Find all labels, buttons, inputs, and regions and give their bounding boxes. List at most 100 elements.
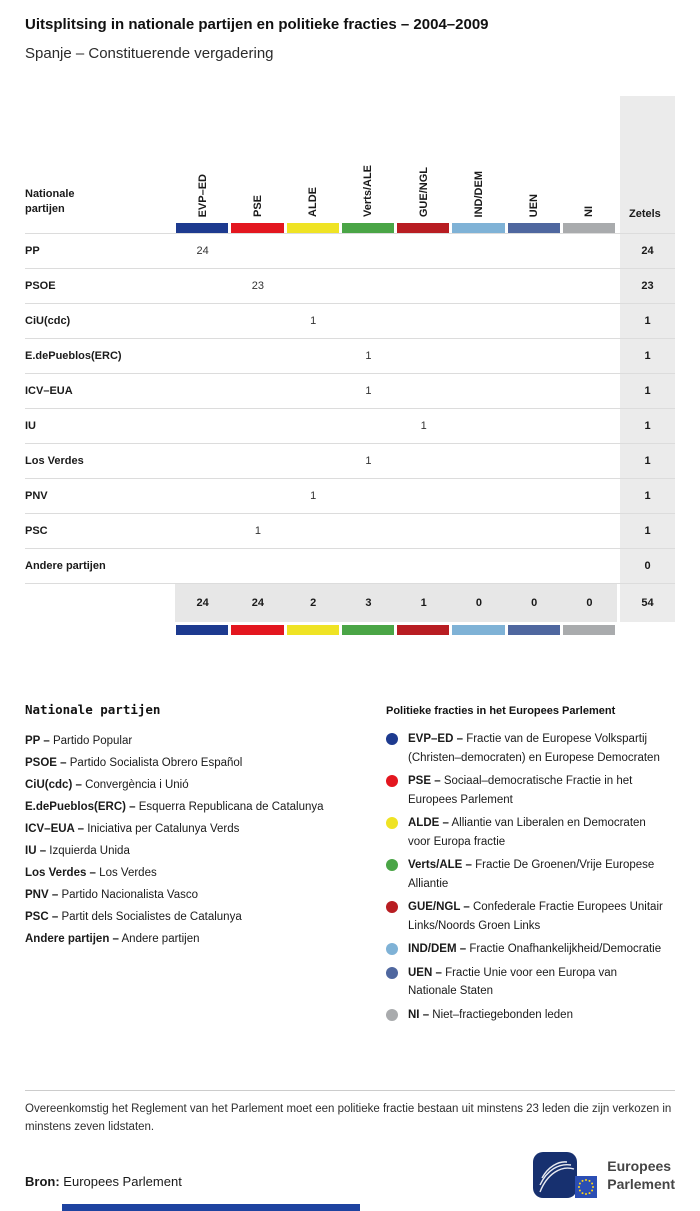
- party-abbr: PNV –: [25, 889, 59, 901]
- column-header-alde: ALDE: [286, 96, 341, 233]
- seat-cell: [451, 269, 506, 303]
- seat-cell: [286, 549, 341, 583]
- seat-cell: [341, 304, 396, 338]
- seat-cell: [507, 514, 562, 548]
- seat-cell: [451, 444, 506, 478]
- seat-cell: 1: [254, 525, 261, 537]
- seat-cell: [396, 549, 451, 583]
- group-legend-item: UEN – Fractie Unie voor een Europa van N…: [386, 964, 675, 1001]
- seat-cell: [562, 444, 617, 478]
- seat-cell: [562, 304, 617, 338]
- party-abbr: PSOE –: [25, 757, 67, 769]
- footer-divider: [25, 1090, 675, 1091]
- party-fullname: Esquerra Republicana de Catalunya: [138, 801, 324, 813]
- party-legend-item: ICV–EUA – Iniciativa per Catalunya Verds: [25, 822, 386, 837]
- bars-right-spacer: [620, 625, 675, 635]
- party-name: IU: [25, 420, 36, 432]
- seat-cell: [341, 514, 396, 548]
- seat-cell: [507, 409, 562, 443]
- seat-cell: 1: [310, 490, 317, 502]
- party-abbr: PSC –: [25, 911, 59, 923]
- party-name: CiU(cdc): [25, 315, 71, 327]
- total-cell: 24: [230, 584, 286, 622]
- party-name: PSC: [25, 525, 48, 537]
- seat-cell: [286, 514, 341, 548]
- party-name: PNV: [25, 490, 48, 502]
- group-color-bar: [286, 223, 339, 233]
- group-abbr: PSE –: [408, 775, 441, 787]
- group-column-label: PSE: [251, 194, 264, 217]
- party-name: E.dePueblos(ERC): [25, 350, 122, 362]
- seats-total-cell: 1: [620, 514, 675, 548]
- group-color-bar: [231, 223, 284, 233]
- party-fullname: Partido Socialista Obrero Español: [69, 757, 243, 769]
- grand-total-cell: 54: [620, 584, 675, 622]
- group-color-bar: [452, 625, 505, 635]
- group-color-bar: [341, 625, 394, 635]
- source-value: Europees Parlement: [63, 1174, 182, 1189]
- seat-cell: [341, 409, 396, 443]
- party-name: Andere partijen: [25, 560, 106, 572]
- column-header-ni: NI: [562, 96, 617, 233]
- seat-cell: [175, 514, 230, 548]
- seat-cell: [507, 234, 562, 268]
- group-legend-item: EVP–ED – Fractie van de Europese Volkspa…: [386, 730, 675, 767]
- seat-cell: [396, 339, 451, 373]
- group-color-dot: [386, 775, 398, 787]
- group-legend-item: ALDE – Alliantie van Liberalen en Democr…: [386, 814, 675, 851]
- group-color-dot: [386, 859, 398, 871]
- seats-total-cell: 1: [620, 409, 675, 443]
- ep-logo-mark: [533, 1152, 598, 1198]
- seat-cell: [286, 374, 341, 408]
- seat-cell: [396, 304, 451, 338]
- page-title: Uitsplitsing in nationale partijen en po…: [25, 16, 489, 33]
- party-abbr: IU –: [25, 845, 47, 857]
- total-cell: 3: [340, 584, 396, 622]
- seat-cell: [175, 269, 230, 303]
- group-color-bar: [562, 223, 615, 233]
- table-row-psc: PSC 1 1: [25, 514, 675, 549]
- party-name: ICV–EUA: [25, 385, 73, 397]
- seat-cell: [175, 339, 230, 373]
- group-fullname: Alliantie van Liberalen en Democraten vo…: [408, 817, 646, 848]
- seat-cell: 1: [420, 420, 427, 432]
- seat-cell: [230, 234, 285, 268]
- seat-cell: 1: [365, 350, 372, 362]
- group-column-label: NI: [583, 206, 596, 217]
- ep-logo-text: Europees Parlement: [607, 1157, 675, 1193]
- group-column-label: GUE/NGL: [417, 166, 430, 217]
- table-row-pnv: PNV 1 1: [25, 479, 675, 514]
- seat-cell: [230, 304, 285, 338]
- party-fullname: Iniciativa per Catalunya Verds: [87, 823, 240, 835]
- group-color-bar: [452, 223, 505, 233]
- group-legend-item: PSE – Sociaal–democratische Fractie in h…: [386, 772, 675, 809]
- table-row-andere-partijen: Andere partijen 0: [25, 549, 675, 584]
- group-color-dot: [386, 943, 398, 955]
- group-abbr: Verts/ALE –: [408, 859, 472, 871]
- seat-cell: [396, 479, 451, 513]
- party-legend-item: Andere partijen – Andere partijen: [25, 932, 386, 947]
- table-row-ciu: CiU(cdc) 1 1: [25, 304, 675, 339]
- group-legend-item: Verts/ALE – Fractie De Groenen/Vrije Eur…: [386, 856, 675, 893]
- total-cell: 1: [396, 584, 452, 622]
- seat-cell: [286, 444, 341, 478]
- seat-cell: [451, 374, 506, 408]
- group-description: PSE – Sociaal–democratische Fractie in h…: [408, 772, 666, 809]
- source-line: Bron: Europees Parlement: [25, 1174, 182, 1198]
- seat-cell: [175, 444, 230, 478]
- bottom-color-bars: [25, 625, 675, 635]
- seats-total-cell: 1: [620, 374, 675, 408]
- group-color-dot: [386, 817, 398, 829]
- seat-cell: [451, 514, 506, 548]
- total-cell: 0: [561, 584, 617, 622]
- column-header-gue-ngl: GUE/NGL: [396, 96, 451, 233]
- seat-cell: [286, 339, 341, 373]
- seats-total-cell: 0: [620, 549, 675, 583]
- total-cell: 0: [451, 584, 507, 622]
- seat-cell: [341, 269, 396, 303]
- table-row-los-verdes: Los Verdes 1 1: [25, 444, 675, 479]
- seat-cell: [230, 374, 285, 408]
- group-description: GUE/NGL – Confederale Fractie Europees U…: [408, 898, 666, 935]
- group-color-bar: [176, 625, 229, 635]
- column-header-evp-ed: EVP–ED: [175, 96, 230, 233]
